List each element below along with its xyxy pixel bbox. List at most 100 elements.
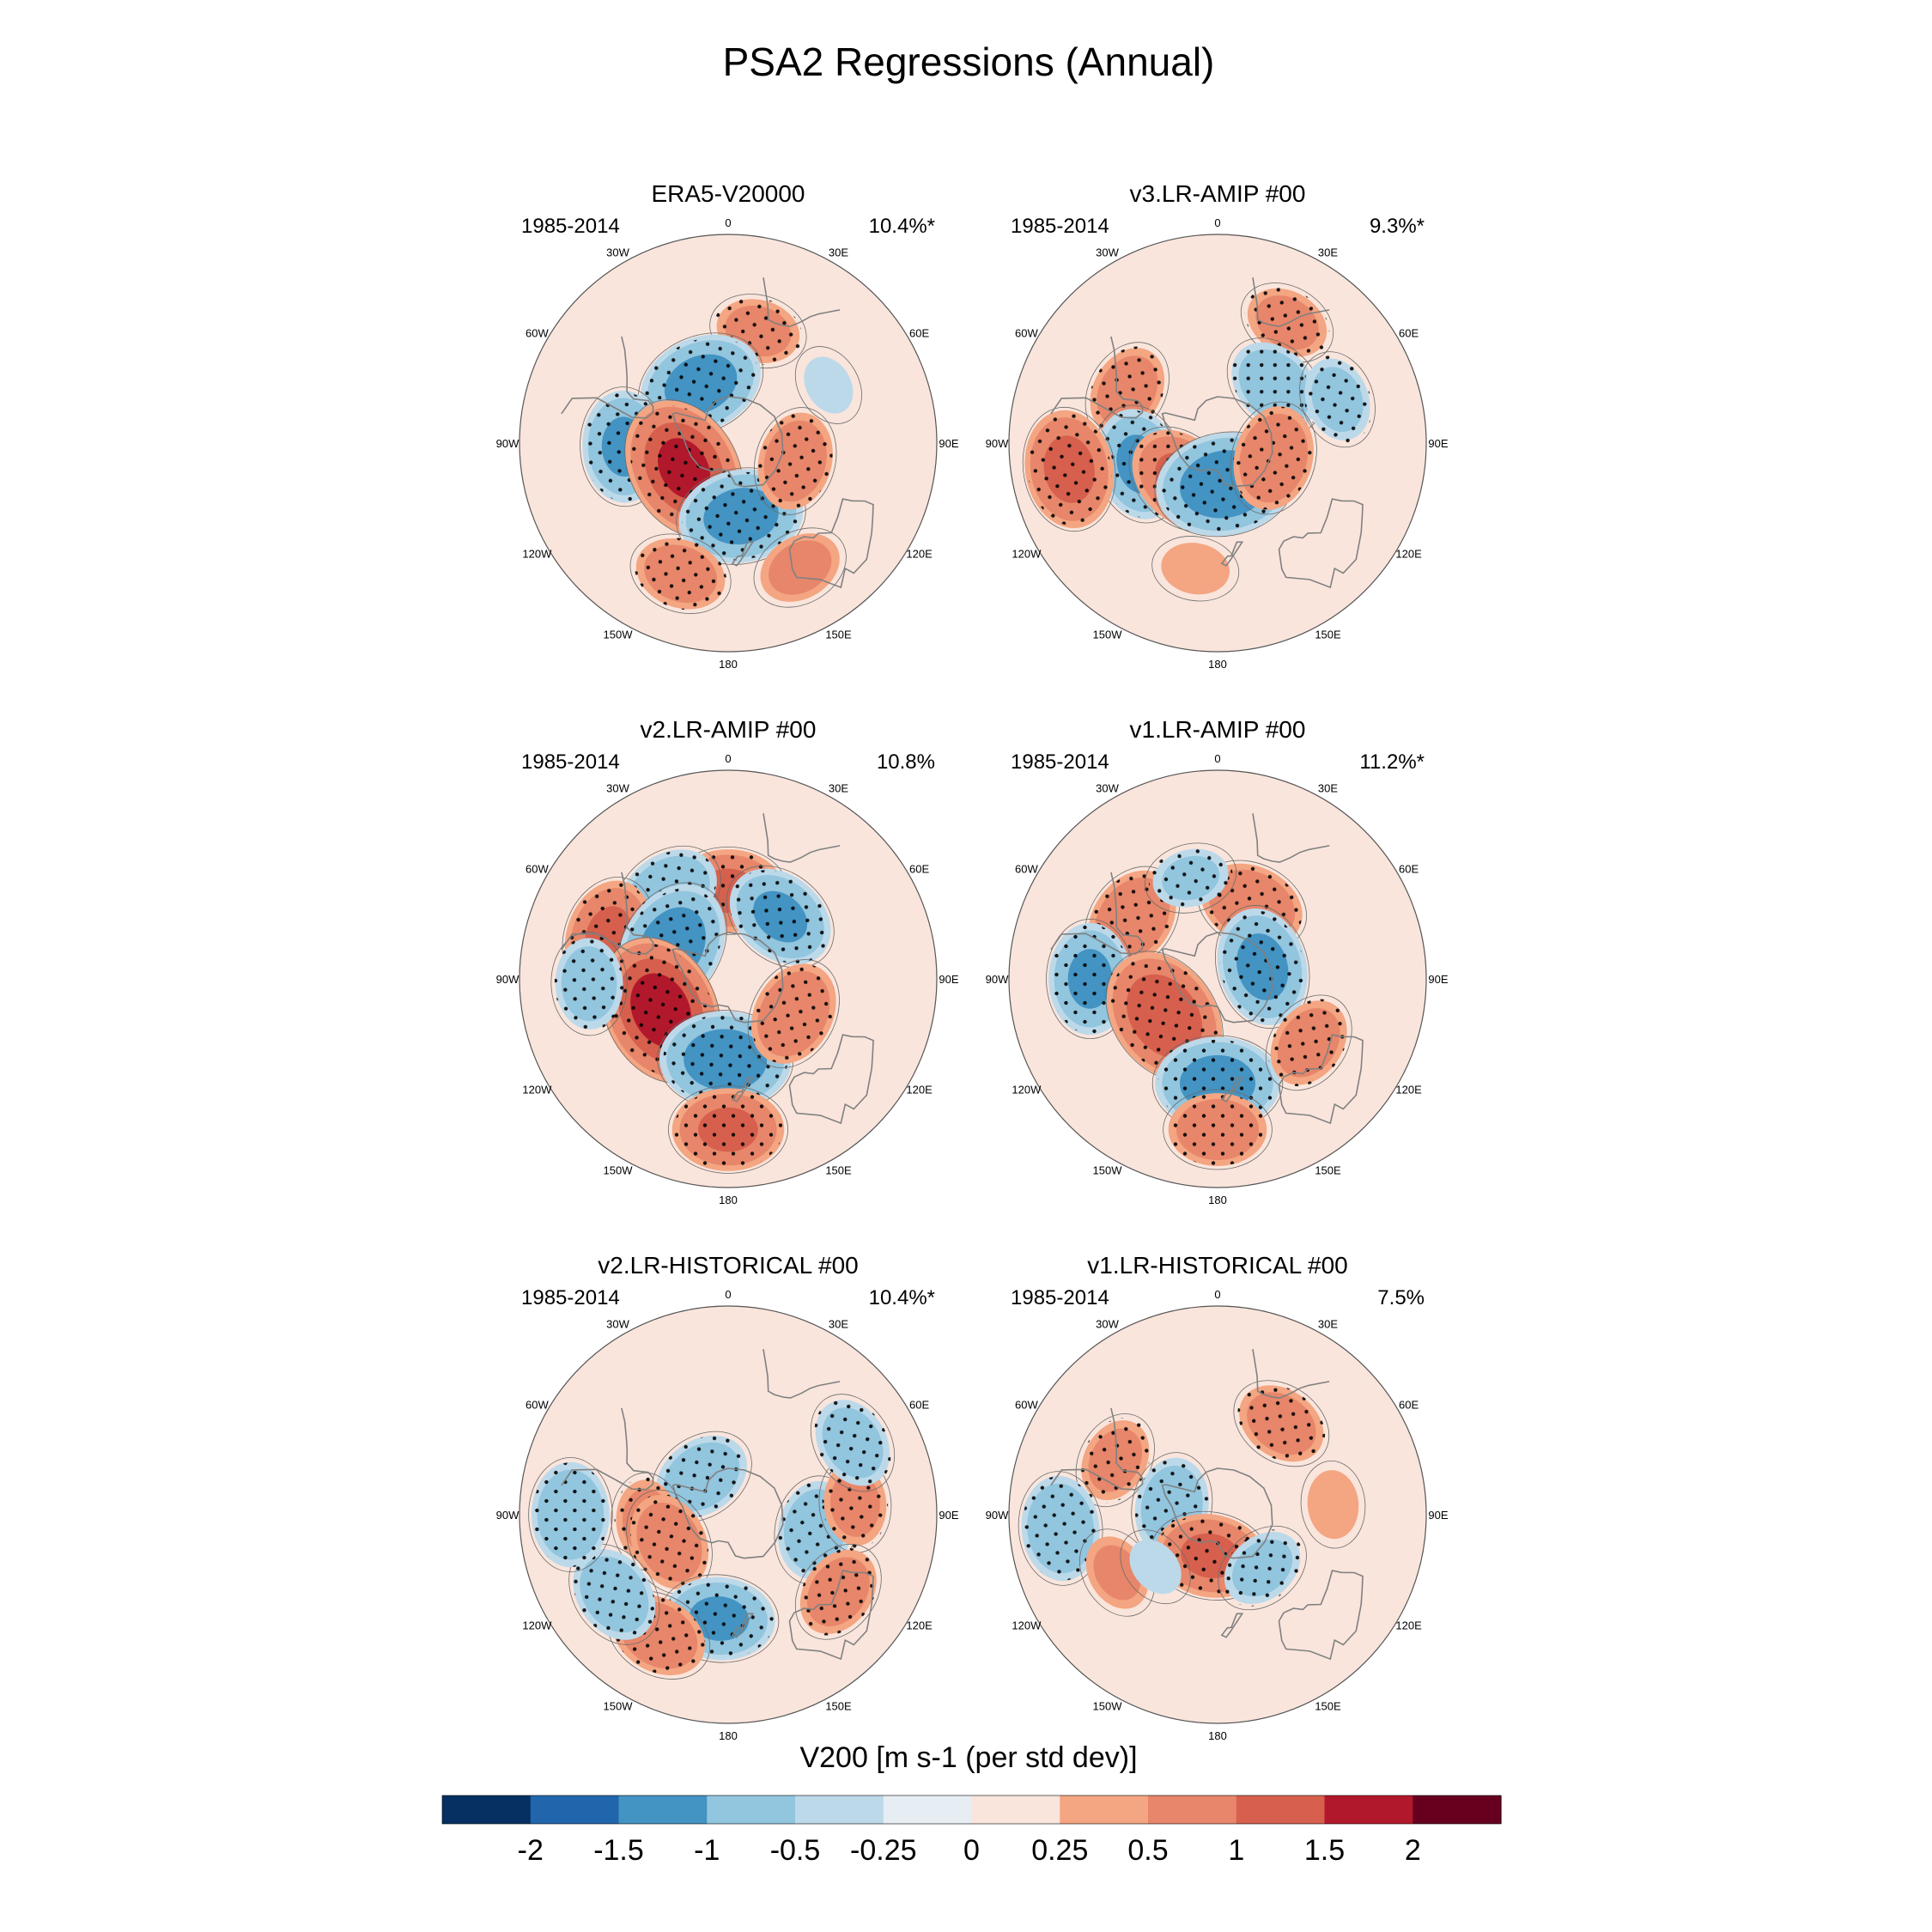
longitude-label: 30W: [606, 1317, 629, 1330]
colorbar-swatch: [618, 1795, 708, 1824]
anomaly-9: [550, 932, 628, 1036]
panel-period: 1985-2014: [521, 1286, 620, 1309]
panel-title: v3.LR-AMIP #00: [1130, 180, 1306, 207]
map-disk: [1009, 1306, 1426, 1723]
map-border: [1008, 769, 1427, 1188]
anomaly-6: [810, 1394, 896, 1492]
longitude-label: 120W: [522, 1619, 552, 1632]
longitude-label: 150E: [825, 629, 852, 641]
coastlines: [1050, 277, 1364, 589]
longitude-label: 60W: [526, 1399, 549, 1412]
map-panel-1: 0 30E 60E 90E 120E 150E 180 150W 120W 90W 60W 30W ER…: [496, 180, 959, 671]
longitude-label: 30E: [829, 1317, 848, 1330]
longitude-label: 30W: [1096, 781, 1119, 794]
anomaly-9: [1120, 1529, 1191, 1605]
panel-variance: 10.4%*: [869, 1286, 935, 1309]
longitude-label: 120W: [1012, 1619, 1042, 1632]
figure-title: PSA2 Regressions (Annual): [723, 39, 1215, 84]
longitude-label: 30E: [1318, 781, 1338, 794]
colorbar-swatch: [971, 1795, 1060, 1824]
anomaly-5: [818, 1454, 892, 1553]
longitude-label: 30W: [606, 246, 629, 258]
longitude-label: 180: [719, 658, 738, 671]
longitude-label: 90W: [496, 437, 519, 450]
panel-title: v1.LR-HISTORICAL #00: [1087, 1252, 1347, 1279]
longitude-label: 90W: [496, 973, 519, 986]
longitude-label: 120E: [1395, 548, 1422, 561]
longitude-label: 120W: [1012, 548, 1042, 561]
longitude-label: 150W: [604, 1164, 634, 1177]
anomaly-3: [1145, 842, 1237, 914]
colorbar-swatch: [442, 1795, 532, 1824]
longitude-label: 60E: [909, 1399, 929, 1412]
anomaly-7: [794, 1543, 882, 1640]
anomaly-8: [1299, 351, 1376, 448]
longitude-label: 120E: [906, 548, 933, 561]
longitude-label: 90E: [939, 437, 958, 450]
colorbar-swatch: [1060, 1795, 1149, 1824]
longitude-label: 0: [725, 752, 731, 765]
longitude-label: 90E: [1428, 1509, 1448, 1522]
panel-title: v2.LR-AMIP #00: [641, 716, 817, 743]
colorbar-swatch: [530, 1795, 620, 1824]
anomaly-8: [747, 959, 840, 1069]
anomaly-3: [626, 1489, 713, 1595]
anomaly-layer: [1018, 1380, 1366, 1617]
longitude-label: 0: [1214, 1288, 1220, 1301]
panel-variance: 10.4%*: [869, 215, 935, 238]
colorbar-tick-label: -1.5: [593, 1834, 644, 1867]
coastlines: [561, 277, 874, 589]
anomaly-4: [1151, 1510, 1271, 1601]
map-border: [519, 769, 938, 1188]
longitude-label: 60E: [1399, 327, 1419, 340]
colorbar-tick-label: -0.25: [850, 1834, 917, 1867]
anomaly-6: [753, 407, 837, 515]
longitude-label: 90W: [986, 973, 1009, 986]
anomaly-10: [668, 1085, 788, 1174]
anomaly-9: [1163, 1089, 1273, 1170]
map-disk: [1009, 770, 1426, 1188]
anomaly-layer: [528, 1394, 896, 1680]
longitude-label: 150W: [1093, 629, 1123, 641]
longitude-label: 150W: [604, 629, 634, 641]
colorbar: V200 [m s-1 (per std dev)] -2 -1.5 -1 -0.5-…: [441, 1741, 1502, 1867]
panel-period: 1985-2014: [521, 215, 620, 238]
longitude-label: 90E: [1428, 973, 1448, 986]
map-panel-2: 0 30E 60E 90E 120E 150E 180 150W 120W 90W 60W 30W v3…: [986, 180, 1449, 671]
panel-period: 1985-2014: [1011, 750, 1109, 774]
longitude-label: 120E: [1395, 1619, 1422, 1632]
anomaly-9: [1022, 406, 1116, 532]
longitude-label: 150W: [1093, 1700, 1123, 1713]
longitude-label: 90E: [1428, 437, 1448, 450]
anomaly-7: [1300, 1460, 1366, 1549]
anomaly-8: [659, 1574, 780, 1663]
longitude-label: 150E: [825, 1700, 852, 1713]
longitude-label: 60E: [1399, 1399, 1419, 1412]
colorbar-swatch: [1148, 1795, 1237, 1824]
longitude-label: 60E: [909, 327, 929, 340]
map-panel-4: 0 30E 60E 90E 120E 150E 180 150W 120W 90W 60W 30W v1…: [986, 716, 1449, 1206]
longitude-label: 120W: [522, 1084, 552, 1097]
colorbar-tick-label: 1: [1228, 1834, 1244, 1867]
colorbar-swatch: [1236, 1795, 1326, 1824]
map-disk: [519, 770, 937, 1188]
longitude-label: 90W: [986, 437, 1009, 450]
longitude-label: 180: [719, 1194, 738, 1206]
colorbar-swatch: [1413, 1795, 1502, 1824]
anomaly-layer: [580, 294, 862, 614]
anomaly-8: [753, 527, 847, 608]
anomaly-10: [568, 1544, 660, 1645]
longitude-label: 120W: [522, 548, 552, 561]
panel-title: v2.LR-HISTORICAL #00: [598, 1252, 858, 1279]
longitude-label: 0: [725, 1288, 731, 1301]
colorbar-title: V200 [m s-1 (per std dev)]: [799, 1741, 1137, 1774]
colorbar-swatch: [1324, 1795, 1413, 1824]
anomaly-2: [1233, 1380, 1330, 1467]
longitude-label: 180: [719, 1729, 738, 1742]
coastlines: [561, 1349, 874, 1661]
map-panel-6: 0 30E 60E 90E 120E 150E 180 150W 120W 90W 60W 30W v1…: [986, 1252, 1449, 1742]
longitude-label: 30W: [606, 781, 629, 794]
colorbar-tick-label: 0.25: [1031, 1834, 1088, 1867]
anomaly-11: [528, 1457, 613, 1572]
